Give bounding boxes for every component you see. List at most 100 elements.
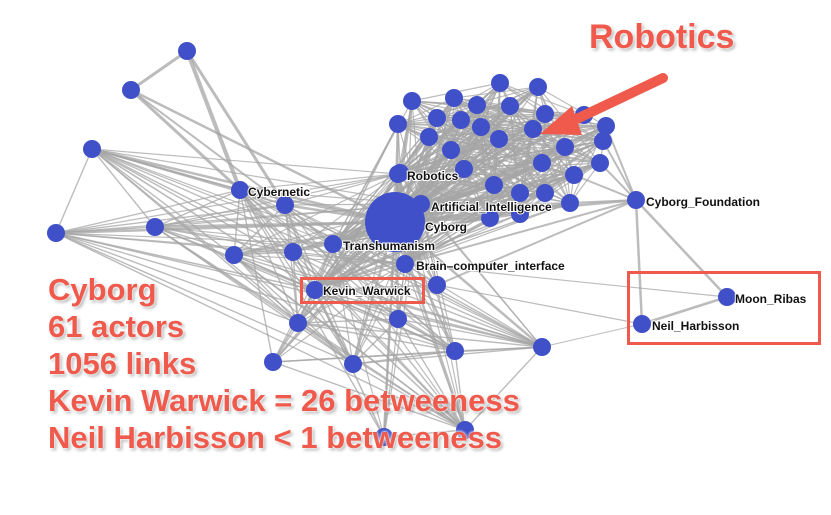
node-cluster-18 <box>442 141 460 159</box>
graph-edge <box>397 97 455 125</box>
node-top-left-2 <box>122 81 140 99</box>
node-cyborg-foundation <box>627 191 645 209</box>
node-cluster-24 <box>511 184 529 202</box>
graph-edge <box>420 168 465 205</box>
graph-edge <box>284 204 406 265</box>
node-cluster-26 <box>561 194 579 212</box>
graph-edge <box>404 263 728 298</box>
node-kevin-warwick <box>306 281 324 299</box>
node-cluster-29 <box>455 160 473 178</box>
graph-edge <box>383 429 466 438</box>
graph-edge <box>420 202 571 205</box>
graph-edge <box>450 149 575 176</box>
node-cluster-12 <box>524 120 542 138</box>
node-label-brain-computer-interface: Brain–computer_interface <box>416 259 565 273</box>
graph-edge <box>383 263 406 438</box>
graph-edge <box>233 243 334 256</box>
graph-edge <box>498 138 604 142</box>
graph-edge <box>233 254 299 324</box>
label-layer: Robotics Cybernetic Artificial_Intellige… <box>247 168 808 334</box>
graph-edge <box>428 86 539 138</box>
node-bottom-1 <box>456 421 474 439</box>
graph-edge <box>404 263 466 431</box>
graph-edge <box>404 128 534 265</box>
graph-edge <box>272 361 466 431</box>
graph-edge <box>454 350 466 431</box>
graph-edge <box>239 189 334 245</box>
graph-edge <box>55 232 334 245</box>
node-cyborg-hub <box>365 192 425 252</box>
robotics-annotation-label: Robotics <box>589 18 735 56</box>
graph-edge <box>332 192 521 245</box>
graph-edge <box>332 243 466 431</box>
graph-edge <box>91 148 156 228</box>
node-label-artificial-intelligence: Artificial_Intelligence <box>431 200 552 214</box>
stat-actor-count: 61 actors <box>48 309 185 344</box>
node-moon-ribas <box>718 288 736 306</box>
node-cluster-4 <box>445 89 463 107</box>
graph-edge <box>130 49 188 92</box>
graph-edge <box>420 203 521 215</box>
graph-edge <box>154 189 241 228</box>
graph-edge <box>239 189 385 438</box>
graph-edge <box>634 199 644 325</box>
node-cluster-11 <box>472 118 490 136</box>
graph-edge <box>130 88 396 224</box>
graph-edge <box>185 50 287 206</box>
node-label-robotics: Robotics <box>407 169 459 183</box>
node-cluster-17 <box>594 132 612 150</box>
graph-edge <box>129 88 242 192</box>
graph-edge <box>397 318 466 431</box>
graph-edge <box>450 149 601 164</box>
node-mid-4 <box>264 353 282 371</box>
node-cluster-15 <box>490 130 508 148</box>
stat-link-count: 1056 links <box>48 346 197 381</box>
node-left-3 <box>146 218 164 236</box>
graph-edge <box>297 322 466 431</box>
graph-edge <box>420 203 543 348</box>
node-cluster-30 <box>420 128 438 146</box>
graph-edge <box>239 189 354 365</box>
graph-edge <box>239 189 466 431</box>
graph-edge <box>541 323 643 348</box>
node-cluster-8 <box>389 115 407 133</box>
graph-edge <box>239 173 399 191</box>
graph-edge <box>519 162 601 215</box>
graph-edge <box>55 204 286 234</box>
node-cluster-28 <box>511 205 529 223</box>
graph-edge <box>332 243 543 348</box>
node-brain-computer-interface <box>396 255 414 273</box>
graph-edge <box>185 50 242 191</box>
graph-edge <box>352 363 466 431</box>
node-kevin-neighbor <box>428 276 446 294</box>
node-layer <box>47 42 736 446</box>
graph-edge <box>154 226 294 253</box>
graph-edge <box>292 173 399 253</box>
node-top-left-1 <box>178 42 196 60</box>
graph-edge <box>154 173 399 228</box>
node-cluster-20 <box>591 154 609 172</box>
robotics-arrow <box>540 73 668 135</box>
graph-edge <box>332 243 385 438</box>
graph-edge <box>55 148 93 234</box>
graph-edge <box>233 204 286 256</box>
node-cluster-7 <box>536 105 554 123</box>
graph-edge <box>55 232 466 431</box>
graph-edge <box>55 173 399 234</box>
graph-edge <box>91 148 241 191</box>
graph-edge <box>635 199 728 298</box>
node-mid-7 <box>375 428 393 446</box>
graph-edge <box>284 173 399 206</box>
graph-edge <box>297 322 456 352</box>
node-cluster-22 <box>565 166 583 184</box>
graph-edge <box>332 243 354 365</box>
graph-edge <box>314 289 399 320</box>
graph-edge <box>297 318 399 324</box>
node-neil-harbisson <box>633 315 651 333</box>
node-cluster-9 <box>428 109 446 127</box>
stat-kevin-betweenness: Kevin Warwick = 26 betweeness <box>48 383 520 418</box>
node-cluster-3 <box>403 92 421 110</box>
graph-edge <box>91 148 399 175</box>
node-left-2 <box>47 224 65 242</box>
